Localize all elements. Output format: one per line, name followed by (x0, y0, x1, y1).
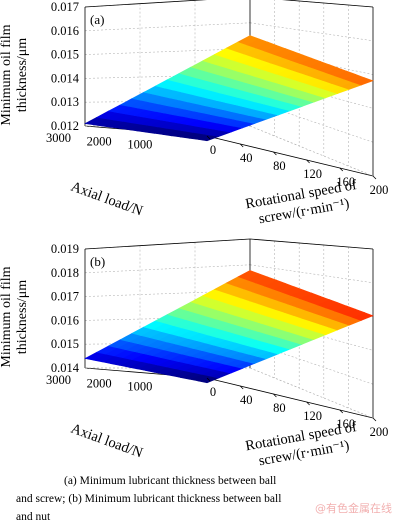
figure-canvas: 0.012 0.013 0.014 0.015 0.016 0.017 0 40 80 120 16… (0, 0, 389, 469)
surface-patch (237, 270, 260, 281)
panel-label: (b) (90, 254, 105, 269)
x-tick-label: 80 (273, 401, 286, 415)
y-tick-label: 2000 (87, 134, 112, 148)
z-axis-label: Minimum oil film thickness/μm (0, 266, 30, 367)
caption-line-2: and screw; (b) Minimum lubricant thickne… (16, 493, 282, 505)
x-tick-label: 160 (336, 417, 355, 431)
surface (84, 270, 374, 384)
z-tick-label: 0.016 (51, 313, 79, 327)
y-tick-label: 1000 (127, 138, 152, 152)
x-tick-label: 0 (210, 143, 216, 157)
z-axis-label: Minimum oil film thickness/μm (0, 24, 30, 125)
x-tick-label: 40 (240, 151, 253, 165)
z-tick-label: 0.017 (51, 0, 79, 14)
x-tick-label: 80 (273, 159, 286, 173)
z-tick-label: 0.014 (51, 361, 80, 375)
caption-line-1: (a) Minimum lubricant thickness between … (64, 475, 277, 487)
z-tick-label: 0.013 (51, 95, 79, 109)
z-tick-label: 0.015 (51, 48, 79, 62)
x-tick-label: 120 (303, 409, 322, 423)
figure-caption: (a) Minimum lubricant thickness between … (16, 472, 396, 526)
z-tick-label: 0.019 (51, 242, 79, 256)
y-tick-label: 2000 (87, 376, 112, 390)
chart-panel-b: 0.014 0.015 0.016 0.017 0.018 0.019 0 40 80 120 16… (0, 238, 389, 469)
svg-text:thickness/μm: thickness/μm (15, 38, 30, 112)
y-axis-label: Axial load/N (69, 179, 146, 220)
panel-label: (a) (90, 12, 104, 27)
x-tick-label: 160 (336, 175, 355, 189)
z-tick-label: 0.012 (51, 119, 79, 133)
watermark: @有色金属在线 (315, 502, 392, 515)
svg-text:Minimum oil film: Minimum oil film (0, 24, 14, 125)
x-tick-label: 200 (370, 183, 389, 197)
y-tick-label: 3000 (46, 131, 71, 145)
svg-text:thickness/μm: thickness/μm (15, 280, 30, 354)
z-tick-label: 0.015 (51, 337, 79, 351)
caption-line-3: and nut (16, 511, 51, 523)
y-axis-label: Axial load/N (69, 421, 146, 462)
z-tick-label: 0.017 (51, 290, 79, 304)
chart-panel-a: 0.012 0.013 0.014 0.015 0.016 0.017 0 40 80 120 16… (0, 0, 389, 227)
x-tick-label: 0 (210, 385, 216, 399)
svg-text:Minimum oil film: Minimum oil film (0, 266, 14, 367)
surface (84, 35, 374, 142)
y-tick-label: 3000 (46, 373, 71, 387)
z-tick-label: 0.018 (51, 266, 79, 280)
x-tick-label: 120 (303, 167, 322, 181)
z-tick-label: 0.014 (51, 71, 80, 85)
z-tick-label: 0.016 (51, 24, 79, 38)
y-tick-label: 1000 (127, 380, 152, 394)
x-tick-label: 200 (370, 425, 389, 439)
x-tick-label: 40 (240, 393, 253, 407)
surface-patch (237, 35, 260, 46)
